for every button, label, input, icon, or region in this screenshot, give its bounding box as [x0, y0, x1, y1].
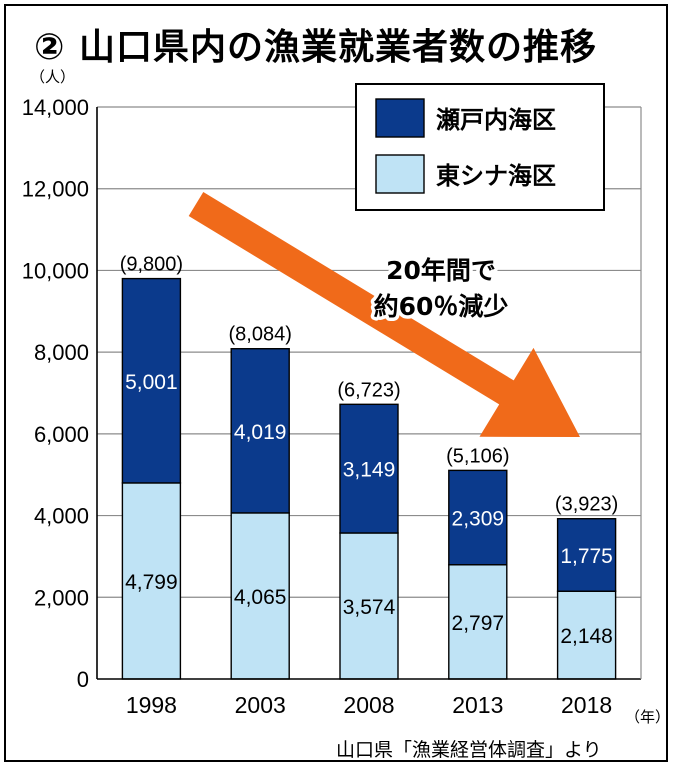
legend-label: 東シナ海区 [436, 162, 556, 190]
trend-arrow [188, 192, 580, 437]
y-tick-label: 10,000 [22, 258, 89, 283]
annotation-line: 20年間で [386, 256, 496, 285]
source-note: 山口県「漁業経営体調査」より [336, 739, 602, 761]
x-tick-label: 2018 [561, 692, 612, 718]
annotation-line: 約60％減少 [374, 292, 509, 321]
total-value-label: (9,800) [120, 254, 183, 276]
segment-value-label: 2,797 [452, 612, 505, 635]
bar-segment-east [121, 482, 182, 680]
bar-segment-seto [339, 403, 399, 534]
bar-segment-seto [556, 518, 617, 592]
y-tick-label: 6,000 [34, 422, 89, 447]
y-tick-label: 12,000 [22, 177, 89, 202]
bars: 4,799 5,001 (9,800) 4,065 4,019 (8,084) 3,574 3… [120, 254, 618, 680]
y-tick-label: 14,000 [22, 95, 89, 120]
trend-arrow-shape [188, 192, 580, 437]
segment-value-label: 4,799 [125, 571, 178, 594]
x-axis-ticks: 1998 2003 2008 2013 2018 [126, 692, 612, 718]
bar-segment-seto [121, 277, 182, 484]
y-axis-ticks: 0 2,000 4,000 6,000 8,000 10,000 12,000 14,000 [22, 95, 89, 692]
legend-swatch-seto [375, 98, 425, 138]
bar-segment-seto [230, 348, 290, 514]
segment-value-label: 4,019 [234, 421, 287, 444]
legend-swatch-east [375, 154, 425, 194]
bar-segment-east [556, 590, 617, 680]
segment-value-label: 2,148 [560, 625, 613, 648]
bar-segment-seto [448, 469, 508, 566]
total-value-label: (6,723) [337, 379, 400, 401]
x-tick-label: 2008 [343, 692, 394, 718]
y-axis-unit: （人） [30, 68, 76, 86]
y-tick-label: 2,000 [34, 585, 89, 610]
x-axis-unit: （年） [625, 708, 671, 726]
bar-segment-east [230, 512, 290, 680]
chart-title: ② 山口県内の漁業就業者数の推移 [34, 27, 598, 68]
segment-value-label: 3,574 [343, 596, 396, 619]
total-value-label: (8,084) [229, 324, 292, 346]
segment-value-label: 3,149 [343, 459, 396, 482]
segment-value-label: 5,001 [125, 371, 178, 394]
axes [96, 107, 642, 680]
total-value-label: (3,923) [555, 494, 618, 516]
x-tick-label: 2013 [452, 692, 503, 718]
x-tick-label: 2003 [235, 692, 286, 718]
x-tick-label: 1998 [126, 692, 177, 718]
total-value-label: (5,106) [446, 445, 509, 467]
segment-value-label: 4,065 [234, 586, 287, 609]
y-tick-label: 4,000 [34, 504, 89, 529]
y-tick-label: 8,000 [34, 340, 89, 365]
y-tick-label: 0 [77, 667, 89, 692]
segment-value-label: 2,309 [452, 508, 505, 531]
legend-label: 瀬戸内海区 [436, 106, 556, 134]
segment-value-label: 1,775 [560, 545, 613, 568]
